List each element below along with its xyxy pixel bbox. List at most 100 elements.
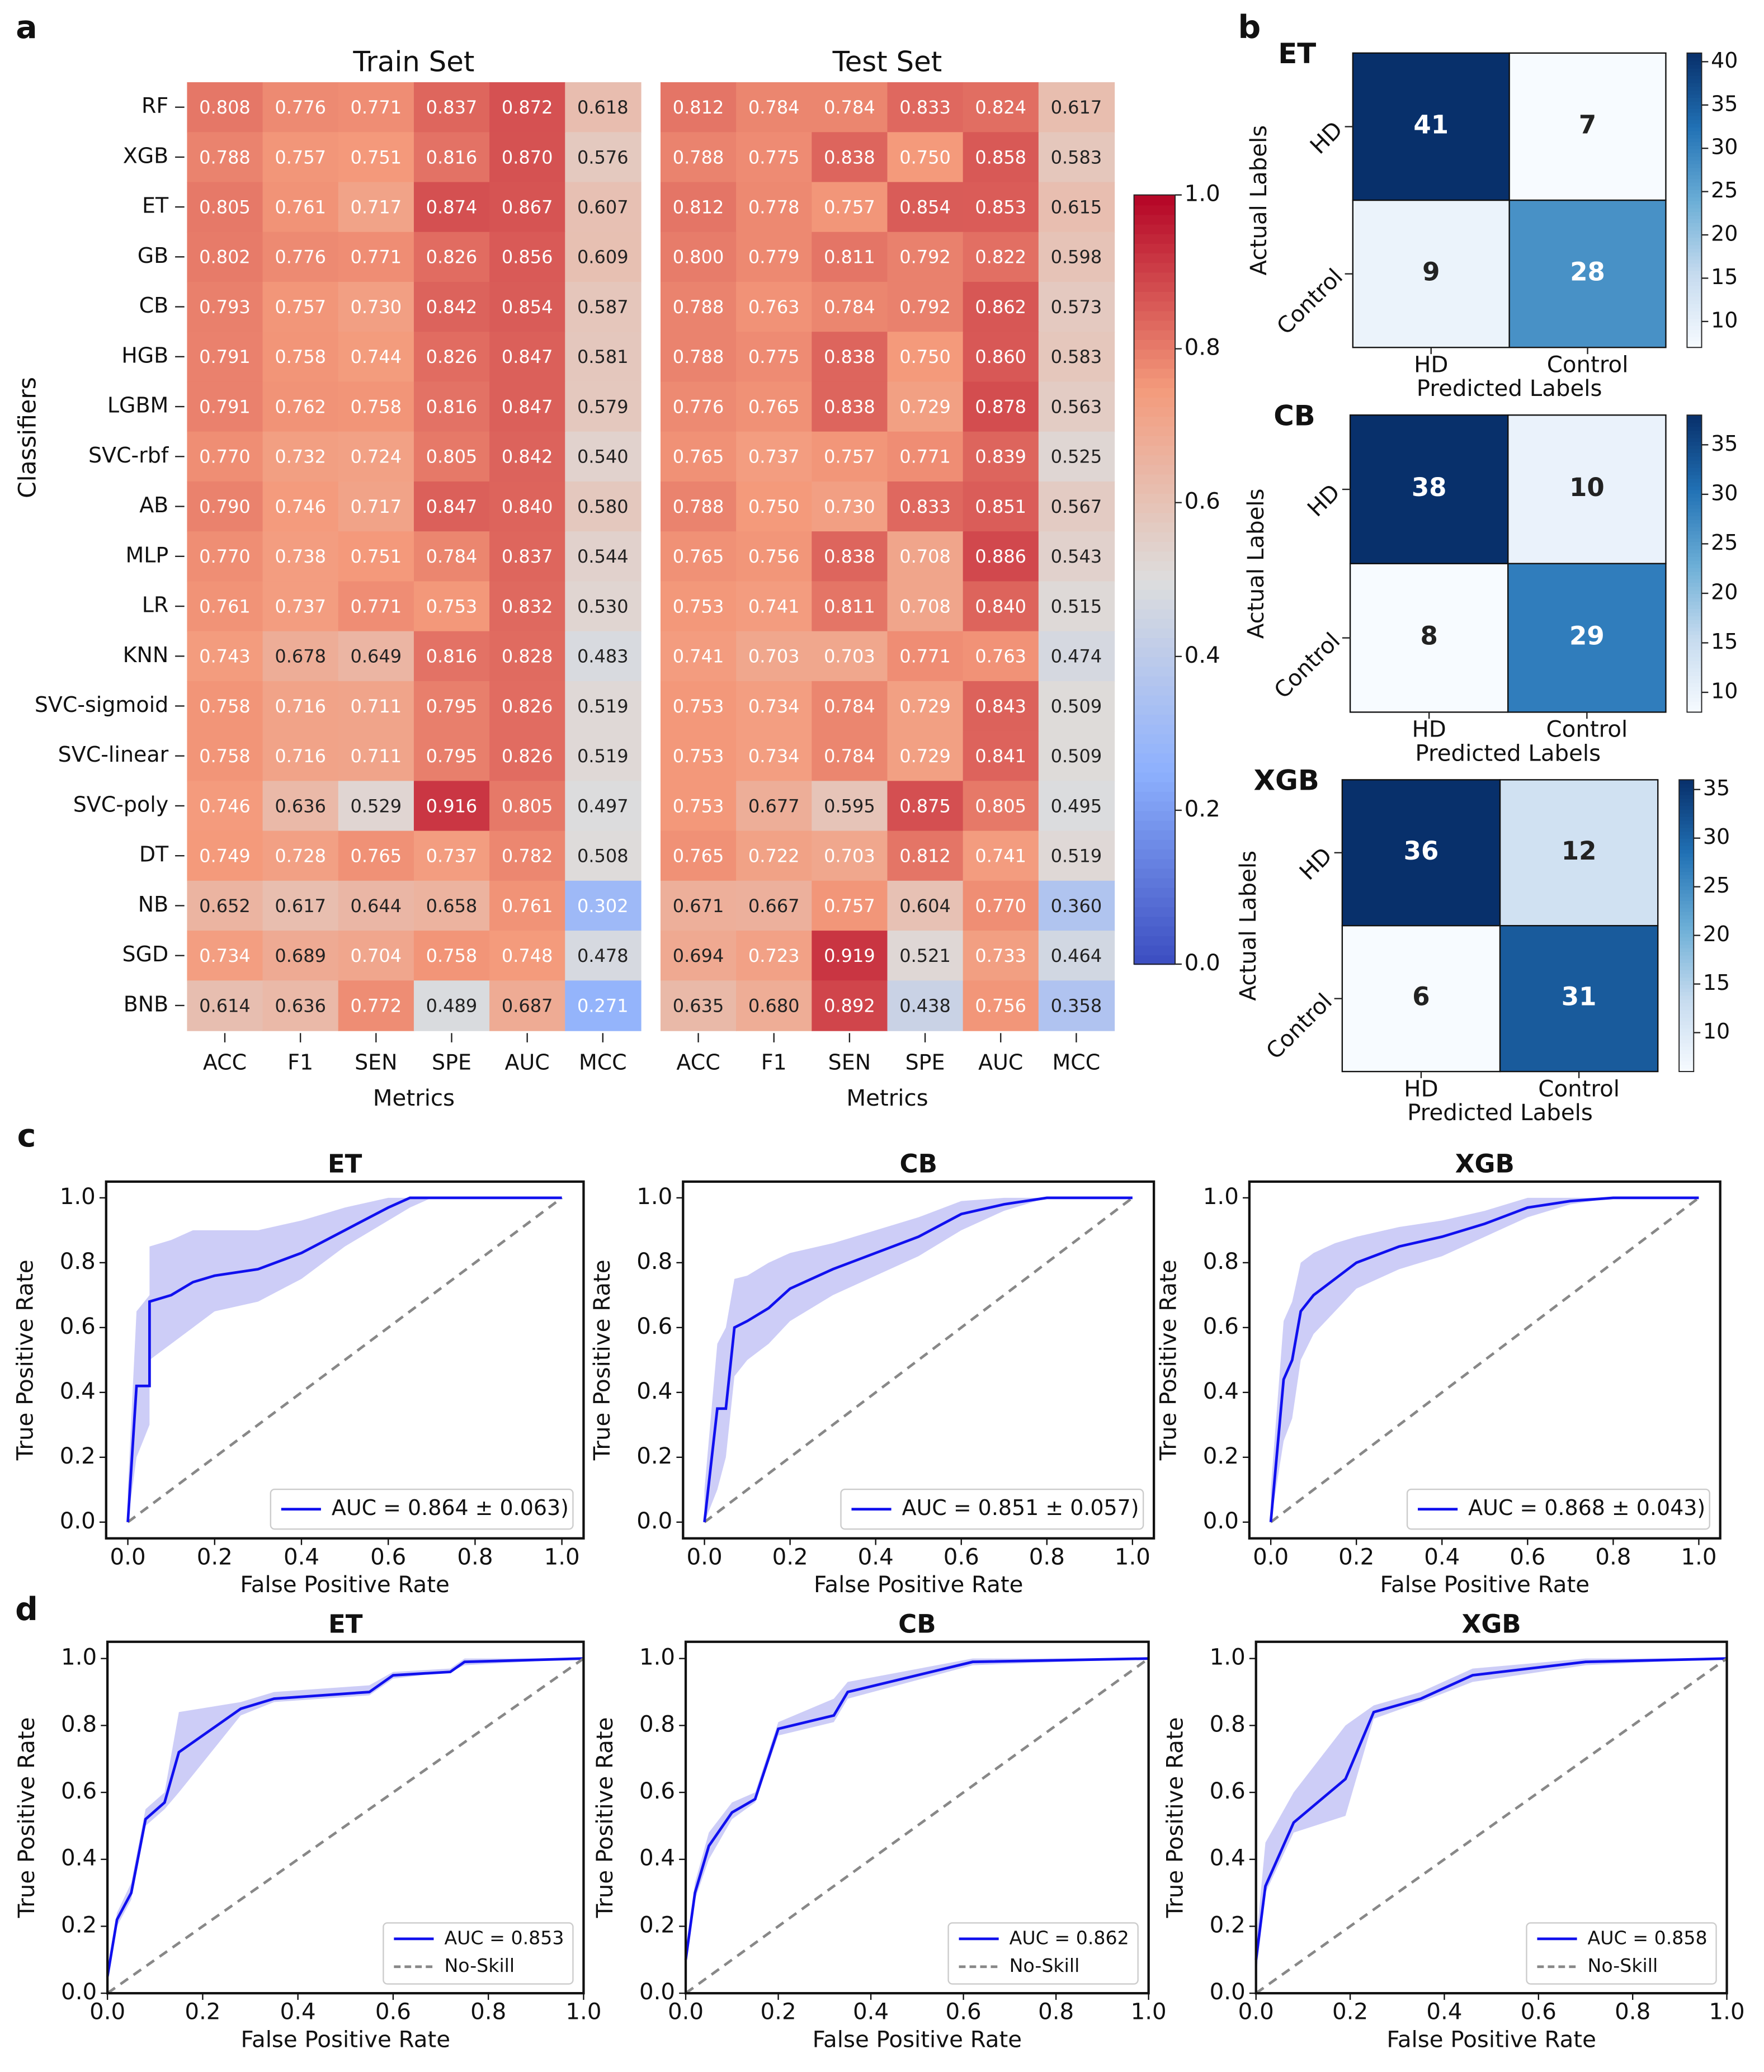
row-label: LR: [142, 593, 169, 617]
heatmap-cell: [660, 781, 737, 832]
cell-label: 0.689: [275, 945, 326, 966]
colorbar-slice: [1134, 243, 1176, 254]
heatmap-cell: [736, 281, 813, 333]
colorbar-slice: [1687, 292, 1702, 297]
colorbar-tick-label: 10: [1711, 679, 1738, 704]
cell-label: 0.750: [899, 346, 951, 367]
cell-label: 0.617: [275, 895, 326, 917]
colorbar-slice: [1679, 918, 1694, 923]
y-tick-label: 0.4: [639, 1845, 675, 1871]
heatmap-cell: [262, 631, 339, 682]
x-tick-label: 0.6: [946, 1999, 982, 2025]
cell-label: 0.790: [199, 496, 251, 517]
colorbar-slice: [1679, 838, 1694, 843]
colorbar-slice: [1134, 233, 1176, 244]
colorbar-slice: [1679, 878, 1694, 883]
colorbar-slice: [1687, 138, 1702, 143]
colorbar-slice: [1687, 478, 1702, 483]
roc-curve: [126, 1196, 562, 1522]
cell-label: 0.826: [426, 346, 478, 367]
cell-label: 0.851: [975, 496, 1026, 517]
cell-label: 0.519: [1051, 846, 1102, 867]
heatmap-cell: [1038, 980, 1115, 1031]
colorbar-slice: [1687, 593, 1702, 598]
heatmap-cell: [565, 581, 642, 632]
colorbar-slice: [1134, 935, 1176, 946]
confidence-band: [128, 1197, 562, 1522]
cell-label: 0.784: [824, 745, 875, 767]
colorbar-slice: [1134, 926, 1176, 936]
colorbar-slice: [1679, 1049, 1694, 1054]
heatmap-cell: [963, 332, 1040, 383]
row-label: XGB: [123, 143, 168, 168]
matrix-cell: [1507, 414, 1667, 565]
heatmap-cell: [812, 581, 888, 632]
colorbar-slice: [1687, 649, 1702, 654]
col-label: ACC: [203, 1050, 247, 1074]
heatmap-cell: [736, 880, 813, 932]
x-tick-label: 0.2: [1338, 1544, 1374, 1570]
colorbar-slice: [1134, 772, 1176, 782]
heatmap-cell: [963, 631, 1040, 682]
cell-label: 0.525: [1051, 446, 1102, 468]
colorbar-slice: [1134, 502, 1176, 513]
colorbar-tick-label: 0.0: [1185, 950, 1220, 976]
matrix-count: 36: [1404, 836, 1439, 866]
heatmap-cell: [963, 880, 1040, 932]
panel-label: a: [16, 9, 37, 46]
colorbar-slice: [1687, 429, 1702, 435]
heatmap-cell: [489, 381, 566, 432]
cell-label: 0.540: [577, 446, 629, 468]
x-tick-label: 0.6: [1510, 1544, 1545, 1570]
row-label: RF: [142, 93, 168, 118]
row-label: Control: [1269, 627, 1345, 704]
colorbar-slice: [1687, 493, 1702, 498]
heatmap-cell: [736, 132, 813, 183]
cell-label: 0.677: [748, 795, 800, 816]
heatmap-cell: [262, 880, 339, 932]
y-tick-label: 0.6: [1203, 1313, 1239, 1339]
heatmap-cell: [262, 281, 339, 333]
cell-label: 0.788: [673, 496, 724, 517]
heatmap-cell: [660, 281, 737, 333]
cell-label: 0.808: [199, 97, 251, 118]
heatmap-cell: [660, 631, 737, 682]
heatmap-cell: [187, 281, 263, 333]
heatmap-cell: [338, 880, 415, 932]
cell-label: 0.508: [577, 846, 629, 867]
cell-label: 0.757: [824, 196, 875, 218]
colorbar-slice: [1687, 145, 1702, 150]
colorbar-slice: [1679, 965, 1694, 970]
colorbar-slice: [1687, 255, 1702, 260]
heatmap-cell: [887, 82, 964, 133]
colorbar-slice: [1687, 185, 1702, 190]
row-label: HD: [1303, 479, 1346, 522]
x-tick-label: 0.4: [1424, 1544, 1460, 1570]
y-tick-label: 1.0: [1203, 1183, 1239, 1210]
heatmap-cell: [187, 581, 263, 632]
cell-label: 0.775: [748, 346, 800, 367]
matrix-cell: [1499, 779, 1659, 927]
colorbar-slice: [1134, 868, 1176, 879]
colorbar-slice: [1687, 148, 1702, 153]
col-label: F1: [761, 1050, 787, 1074]
x-axis-label: False Positive Rate: [240, 1571, 450, 1598]
x-tick-label: 0.6: [944, 1544, 979, 1570]
heatmap-cell: [963, 232, 1040, 283]
colorbar-slice: [1679, 871, 1694, 876]
cell-label: 0.636: [275, 795, 326, 816]
col-label: HD: [1412, 716, 1446, 743]
heatmap-cell: [963, 980, 1040, 1031]
heatmap-cell: [413, 381, 490, 432]
cell-label: 0.636: [275, 995, 326, 1016]
colorbar-slice: [1687, 108, 1702, 113]
colorbar-slice: [1679, 827, 1694, 832]
legend-label: AUC = 0.864 ± 0.063): [332, 1495, 569, 1520]
colorbar-slice: [1134, 848, 1176, 860]
colorbar-slice: [1687, 693, 1702, 698]
heatmap-cell: [736, 182, 813, 233]
y-tick-label: 1.0: [60, 1183, 96, 1210]
colorbar-slice: [1687, 574, 1702, 579]
heatmap-cell: [736, 381, 813, 432]
colorbar-slice: [1687, 126, 1702, 131]
